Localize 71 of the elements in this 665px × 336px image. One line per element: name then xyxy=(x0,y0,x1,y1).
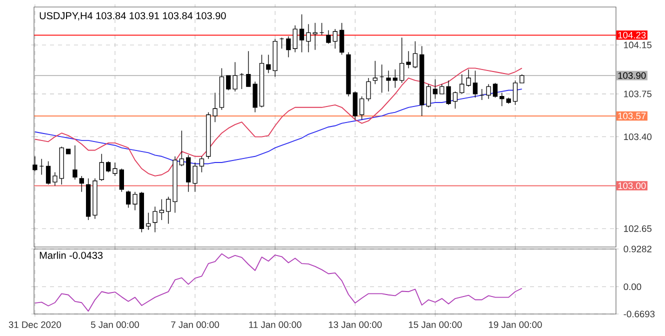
candlestick xyxy=(466,69,471,87)
chart-title: Marlin -0.0433 xyxy=(40,252,103,259)
x-tick-label: 7 Jan 00:00 xyxy=(171,321,220,328)
y-tick-label: 104.15 xyxy=(624,42,652,48)
candlestick xyxy=(452,91,458,109)
candlestick xyxy=(372,60,378,84)
y-tick-label: 102.65 xyxy=(624,225,652,232)
candlestick xyxy=(306,24,311,53)
candlestick xyxy=(292,25,298,53)
y-tick-label: 0.00 xyxy=(624,283,642,290)
candlestick xyxy=(119,168,124,192)
x-tick-label: 11 Jan 00:00 xyxy=(249,321,302,328)
candlestick xyxy=(112,162,118,176)
candlestick xyxy=(46,160,51,185)
candlestick xyxy=(400,37,404,84)
candlestick xyxy=(460,74,464,94)
candlestick xyxy=(159,198,164,220)
candlestick xyxy=(312,22,318,50)
x-tick-label: 15 Jan 00:00 xyxy=(408,321,462,328)
candlestick xyxy=(500,92,504,107)
candlestick xyxy=(212,92,218,122)
candlestick xyxy=(432,78,438,100)
candlestick xyxy=(152,206,158,233)
candlestick xyxy=(192,162,198,192)
candlestick xyxy=(512,80,518,106)
candlestick xyxy=(232,62,238,92)
candlestick xyxy=(406,50,411,69)
candlestick xyxy=(492,82,498,98)
x-tick-label: 13 Jan 00:00 xyxy=(328,321,382,328)
ref-line-label: 103.90 xyxy=(618,72,646,79)
candlestick xyxy=(299,14,304,53)
candlestick xyxy=(226,75,231,91)
candlestick xyxy=(446,80,451,106)
chart-title: USDJPY,H4 103.84 103.91 103.84 103.90 xyxy=(40,12,226,20)
x-tick-label: 31 Dec 2020 xyxy=(8,321,62,328)
candlestick xyxy=(132,192,138,211)
candlestick xyxy=(72,145,78,180)
candlestick xyxy=(32,156,38,172)
candlestick xyxy=(392,69,398,88)
candlestick xyxy=(79,176,84,192)
candlestick xyxy=(386,70,391,92)
candlestick xyxy=(99,154,104,182)
y-tick-label: -0.6693 xyxy=(624,310,655,318)
y-tick-label: 0.9282 xyxy=(624,246,652,252)
candlestick xyxy=(440,84,444,94)
candlestick xyxy=(166,196,171,224)
candlestick xyxy=(332,28,338,49)
ref-line-label: 103.00 xyxy=(618,182,646,190)
x-tick-label: 5 Jan 00:00 xyxy=(90,321,140,328)
candlestick xyxy=(359,96,364,120)
candlestick xyxy=(106,160,111,173)
candlestick xyxy=(146,212,151,230)
x-tick-label: 19 Jan 00:00 xyxy=(488,321,542,328)
candlestick xyxy=(199,156,204,173)
candlestick xyxy=(126,190,131,208)
candlestick xyxy=(486,84,491,100)
candlestick xyxy=(52,172,58,186)
candlestick xyxy=(472,70,478,98)
ref-line-label: 104.23 xyxy=(618,32,646,38)
candlestick xyxy=(352,91,358,120)
candlestick xyxy=(366,78,371,102)
ref-line-label: 103.57 xyxy=(618,112,646,120)
candlestick xyxy=(326,30,331,44)
candlestick xyxy=(266,54,271,74)
candlestick xyxy=(339,22,344,56)
candlestick xyxy=(179,130,184,167)
candlestick xyxy=(286,36,291,58)
y-tick-label: 103.75 xyxy=(624,90,652,98)
candlestick xyxy=(412,40,418,69)
candlestick xyxy=(426,84,431,108)
y-tick-label: 103.40 xyxy=(624,134,652,140)
